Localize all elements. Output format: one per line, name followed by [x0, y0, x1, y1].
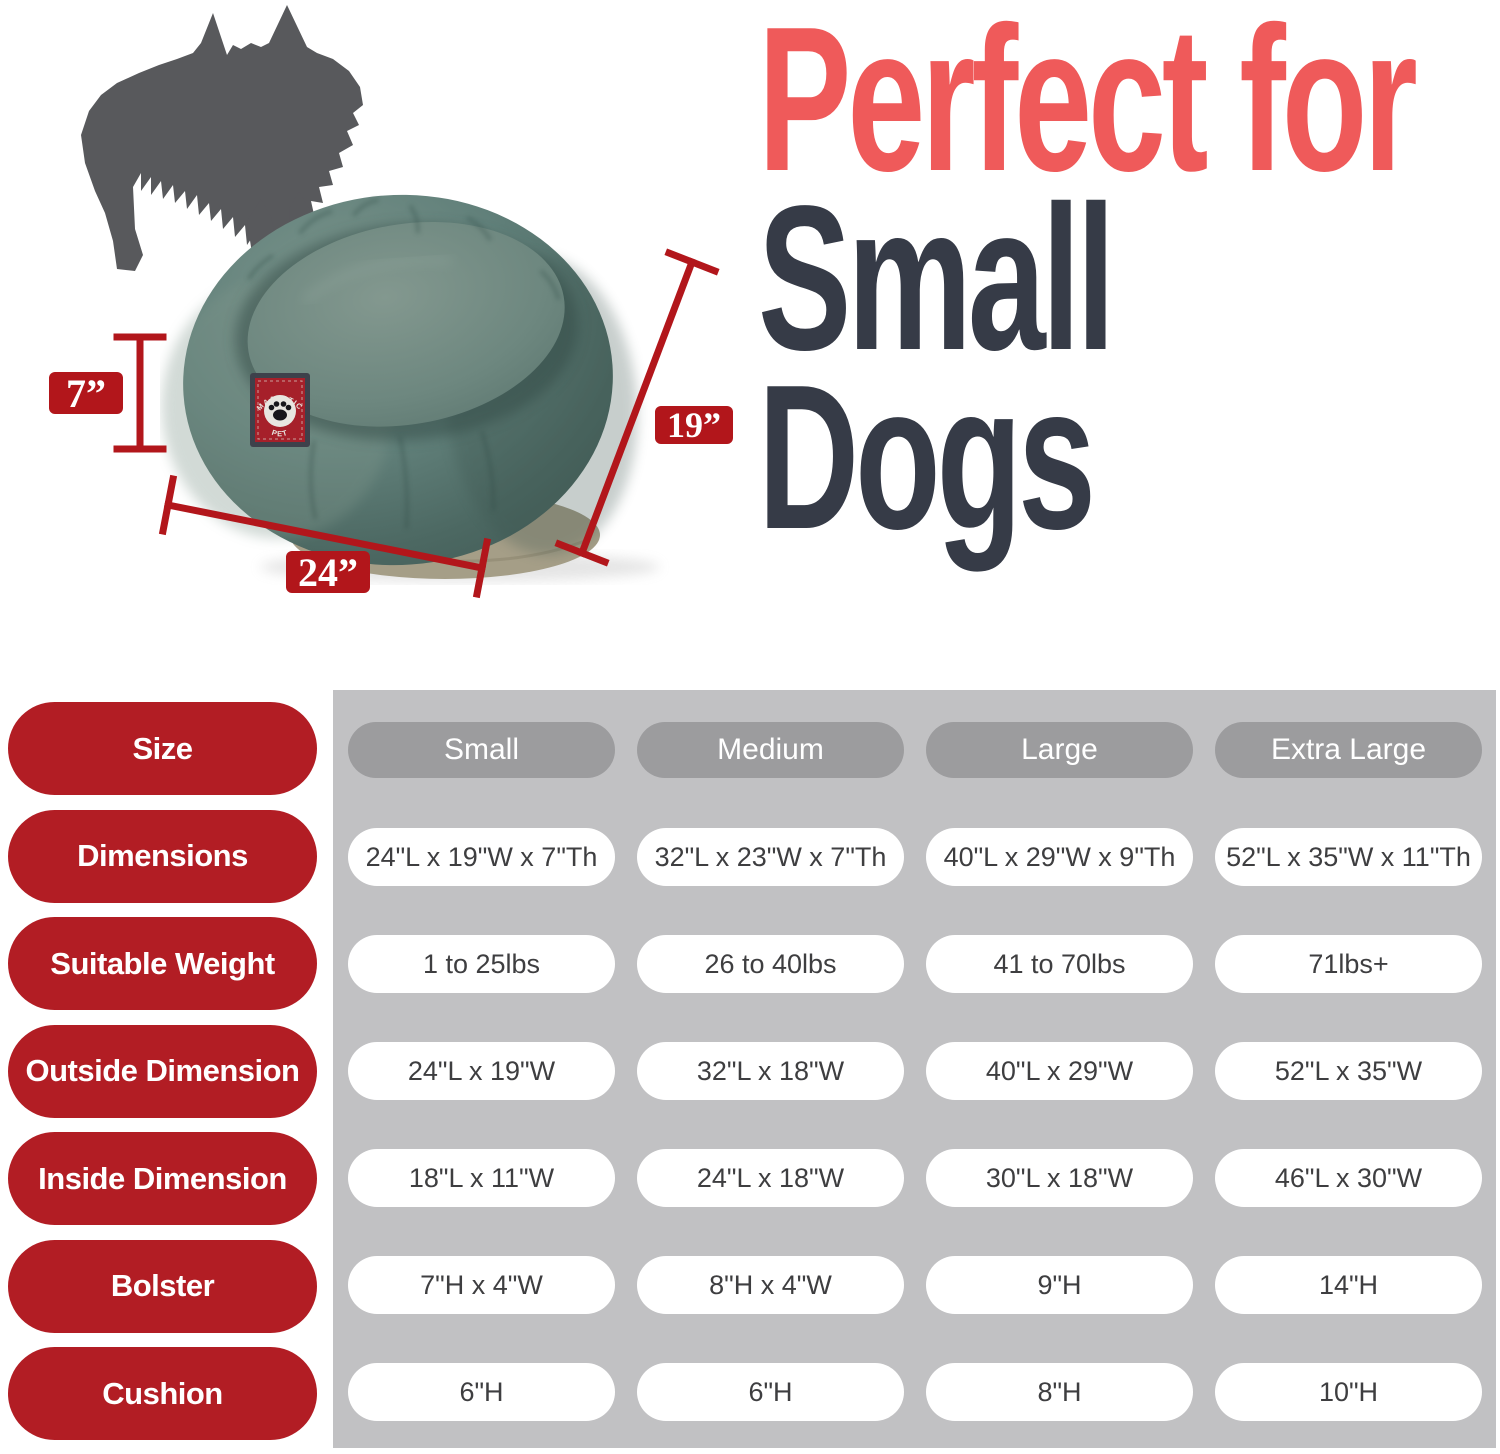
brand-tag: MAJESTIC PET — [250, 373, 310, 447]
value-cell: 52"L x 35"W x 11"Th — [1215, 828, 1482, 886]
value-cell: 9"H — [926, 1256, 1193, 1314]
column-header-pill-large: Large — [926, 722, 1193, 778]
value-cell: 8"H — [926, 1363, 1193, 1421]
value-cell: 24"L x 19"W x 7"Th — [348, 828, 615, 886]
dog-bed-photo: MAJESTIC PET — [161, 194, 660, 582]
value-cell: 8"H x 4"W — [637, 1256, 904, 1314]
value-cell: 26 to 40lbs — [637, 935, 904, 993]
value-cell: 71lbs+ — [1215, 935, 1482, 993]
row-label-pill-2: Suitable Weight — [8, 917, 317, 1010]
svg-text:PET: PET — [271, 428, 289, 438]
value-cell: 32"L x 18"W — [637, 1042, 904, 1100]
headline-line-1: Perfect for — [758, 0, 1418, 214]
value-cell: 52"L x 35"W — [1215, 1042, 1482, 1100]
value-cell: 24"L x 18"W — [637, 1149, 904, 1207]
headline: Perfect for Small Dogs — [758, 0, 1418, 572]
column-header-pill-small: Small — [348, 722, 615, 778]
value-cell: 41 to 70lbs — [926, 935, 1193, 993]
headline-line-3: Dogs — [758, 342, 1096, 572]
value-cell: 46"L x 30"W — [1215, 1149, 1482, 1207]
headline-line-2: Small — [758, 163, 1115, 393]
size-chart: Size Dimensions Suitable Weight Outside Dim… — [0, 690, 1500, 1454]
value-cell: 24"L x 19"W — [348, 1042, 615, 1100]
value-cell: 40"L x 29"W x 9"Th — [926, 828, 1193, 886]
column-header-pill-extra-large: Extra Large — [1215, 722, 1482, 778]
hero-section: MAJESTIC PET — [0, 0, 1500, 690]
value-cell: 6"H — [348, 1363, 615, 1421]
row-label-pill-1: Dimensions — [8, 809, 317, 903]
value-cell: 14"H — [1215, 1256, 1482, 1314]
size-chart-section: Size Dimensions Suitable Weight Outside Dim… — [0, 690, 1500, 1454]
width-dimension-label: 19” — [655, 405, 733, 445]
value-cell: 18"L x 11"W — [348, 1149, 615, 1207]
value-cell: 1 to 25lbs — [348, 935, 615, 993]
value-cell: 32"L x 23"W x 7"Th — [637, 828, 904, 886]
row-label-pill-3: Outside Dimension — [8, 1024, 317, 1118]
row-label-pill-6: Cushion — [8, 1347, 317, 1440]
row-label-pill-5: Bolster — [8, 1239, 317, 1333]
value-cell: 7"H x 4"W — [348, 1256, 615, 1314]
value-cell: 10"H — [1215, 1363, 1482, 1421]
column-header-pill-medium: Medium — [637, 722, 904, 778]
height-dimension-label: 7” — [49, 371, 123, 416]
row-label-pill-size: Size — [8, 702, 317, 795]
length-dimension-label: 24” — [286, 550, 370, 595]
value-cell: 40"L x 29"W — [926, 1042, 1193, 1100]
value-cell: 30"L x 18"W — [926, 1149, 1193, 1207]
row-label-pill-4: Inside Dimension — [8, 1132, 317, 1225]
value-cell: 6"H — [637, 1363, 904, 1421]
